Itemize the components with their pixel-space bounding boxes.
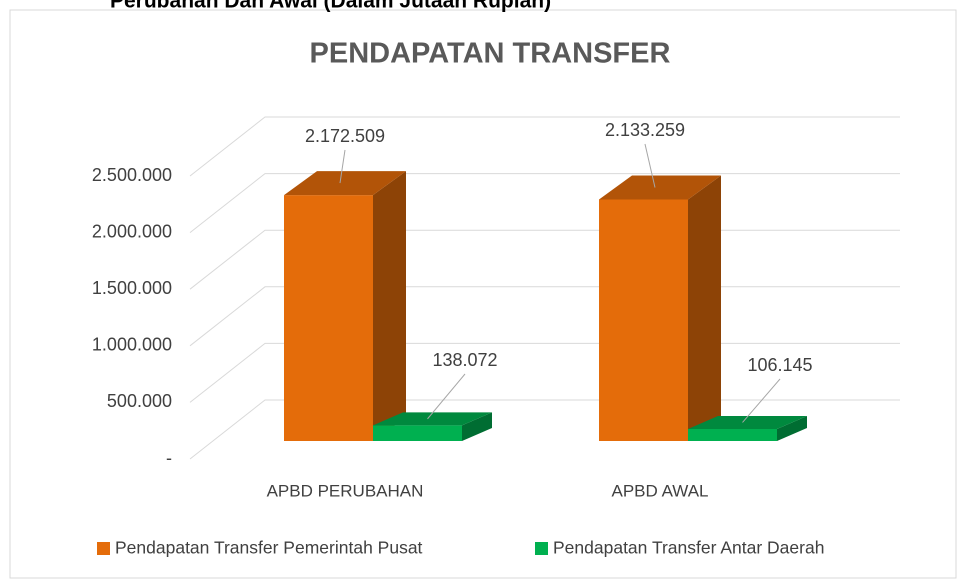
data-label: 106.145 bbox=[747, 355, 812, 375]
data-label: 2.172.509 bbox=[305, 126, 385, 146]
bar bbox=[688, 428, 777, 441]
leader-line bbox=[644, 143, 656, 188]
x-tick-label: APBD AWAL bbox=[612, 481, 709, 500]
y-tick-label: 1.000.000 bbox=[92, 335, 172, 355]
legend-label: Pendapatan Transfer Pemerintah Pusat bbox=[115, 538, 423, 558]
bar-top bbox=[599, 175, 721, 200]
leader-line bbox=[339, 149, 346, 184]
chart-title: PENDAPATAN TRANSFER bbox=[310, 38, 671, 70]
legend-swatch bbox=[97, 542, 110, 555]
legend-label: Pendapatan Transfer Antar Daerah bbox=[553, 538, 824, 558]
y-tick-label: 500.000 bbox=[107, 391, 172, 411]
y-tick-label: 2.000.000 bbox=[92, 221, 172, 241]
bar bbox=[599, 199, 688, 441]
y-tick-label: 1.500.000 bbox=[92, 278, 172, 298]
bar-side bbox=[688, 175, 721, 441]
leader-line bbox=[742, 378, 781, 423]
bar-side bbox=[373, 171, 406, 442]
leader-line bbox=[427, 373, 466, 420]
legend-swatch bbox=[535, 542, 548, 555]
grid-line bbox=[189, 173, 900, 233]
chart-subtitle: Perubahan Dan Awal (Dalam Jutaan Rupiah) bbox=[110, 0, 551, 13]
bar-top bbox=[284, 171, 406, 196]
x-tick-label: APBD PERUBAHAN bbox=[267, 481, 424, 500]
data-label: 138.072 bbox=[432, 350, 497, 370]
chart-frame bbox=[9, 9, 957, 579]
bar bbox=[284, 195, 373, 441]
bar-top bbox=[373, 412, 492, 426]
bar-side bbox=[777, 415, 807, 441]
y-tick-label: 2.500.000 bbox=[92, 165, 172, 185]
data-label: 2.133.259 bbox=[605, 120, 685, 140]
bar-top bbox=[688, 415, 807, 429]
y-tick-label: - bbox=[166, 448, 172, 468]
bar bbox=[373, 425, 462, 441]
bar-side bbox=[462, 412, 492, 441]
grid-line bbox=[189, 116, 900, 177]
